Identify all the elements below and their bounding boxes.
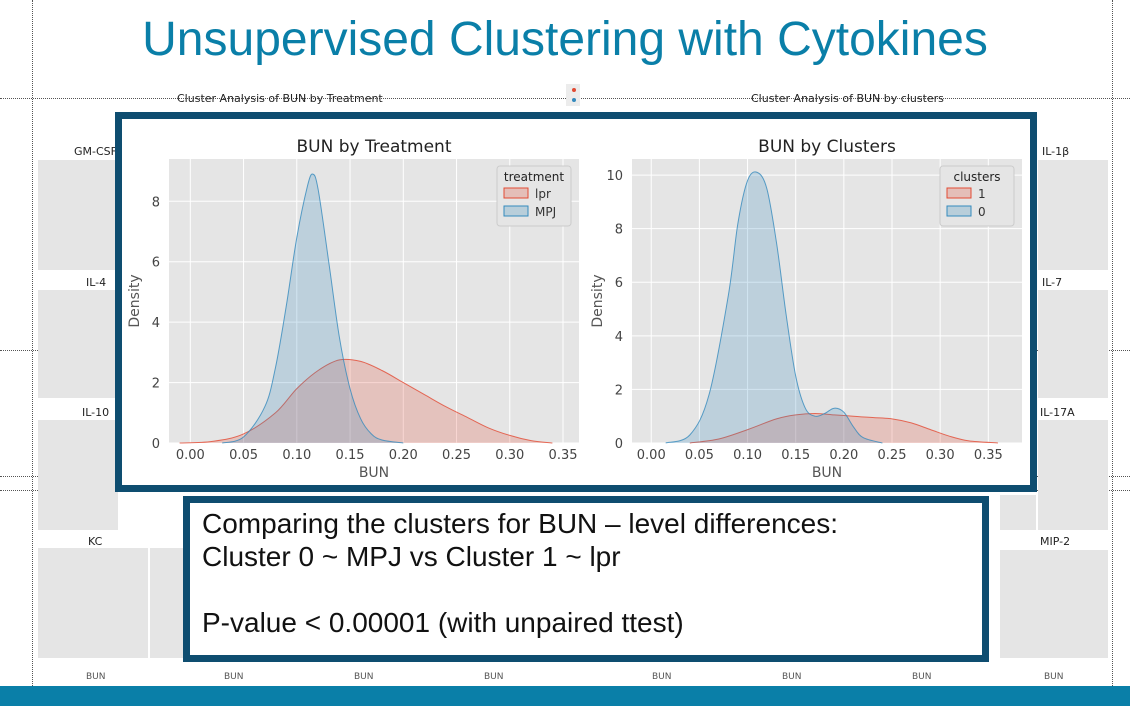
chart-1-x-tick-label: 0.10 bbox=[282, 448, 311, 463]
chart-2-x-tick-label: 0.05 bbox=[685, 448, 714, 463]
bg-panel-label: GM-CSF bbox=[74, 145, 117, 158]
findings-line: P-value < 0.00001 (with unpaired ttest) bbox=[202, 607, 684, 638]
chart-2-title: BUN by Clusters bbox=[758, 137, 896, 157]
chart-1-y-tick-label: 6 bbox=[152, 256, 160, 271]
chart-1-density-line-mpj bbox=[222, 173, 404, 444]
bg-panel-label: IL-17A bbox=[1040, 406, 1075, 419]
chart-2-y-tick-label: 6 bbox=[615, 276, 623, 291]
bg-panel-left-of-il-17a bbox=[1000, 495, 1036, 530]
chart-2-y-tick-label: 0 bbox=[615, 437, 623, 452]
chart-2-y-tick-label: 4 bbox=[615, 330, 623, 345]
bg-xlabel: BUN bbox=[354, 672, 374, 682]
bg-legend-dots bbox=[566, 84, 580, 106]
bg-xlabel: BUN bbox=[1044, 672, 1064, 682]
chart-2-legend-swatch-1 bbox=[946, 187, 972, 199]
chart-2-x-tick-label: 0.10 bbox=[733, 448, 762, 463]
chart-1-x-tick-label: 0.00 bbox=[176, 448, 205, 463]
slide-title: Unsupervised Clustering with Cytokines bbox=[142, 13, 988, 66]
findings-line: Cluster 0 ~ MPJ vs Cluster 1 ~ lpr bbox=[202, 541, 621, 572]
chart-2-y-tick-label: 10 bbox=[606, 169, 623, 184]
chart-1-legend-title: treatment bbox=[504, 170, 564, 184]
chart-2-x-tick-label: 0.20 bbox=[829, 448, 858, 463]
chart-2-y-tick-label: 8 bbox=[615, 223, 623, 238]
chart-2-density-line-0 bbox=[665, 171, 883, 444]
chart-2-density-area-0 bbox=[665, 171, 883, 443]
bg-xlabel: BUN bbox=[484, 672, 504, 682]
chart-1-density-line-lpr bbox=[179, 358, 553, 444]
chart-1-x-tick-label: 0.25 bbox=[442, 448, 471, 463]
chart-2-density-area-1 bbox=[689, 413, 998, 443]
chart-2-legend-title: clusters bbox=[953, 170, 1000, 184]
chart-2-density-line-1 bbox=[689, 412, 998, 444]
chart-2-x-tick-label: 0.35 bbox=[974, 448, 1003, 463]
bg-xlabel: BUN bbox=[652, 672, 672, 682]
bg-panel-il-10 bbox=[38, 420, 118, 530]
findings-line bbox=[202, 573, 970, 606]
chart-1-legend-label-lpr: lpr bbox=[535, 187, 551, 201]
bg-xlabel: BUN bbox=[912, 672, 932, 682]
chart-1-density-area-lpr bbox=[179, 359, 553, 443]
chart-2-legend bbox=[939, 165, 1015, 227]
guide-line bbox=[0, 98, 1130, 99]
findings-text-box: Comparing the clusters for BUN – level d… bbox=[183, 496, 989, 662]
chart-1-y-tick-label: 4 bbox=[152, 316, 160, 331]
chart-1-x-tick-label: 0.30 bbox=[495, 448, 524, 463]
bg-xlabel: BUN bbox=[224, 672, 244, 682]
chart-1-legend-label-mpj: MPJ bbox=[535, 205, 556, 219]
chart-2-y-tick-label: 2 bbox=[615, 383, 623, 398]
bg-panel-label: MIP-2 bbox=[1040, 535, 1071, 548]
chart-2-x-tick-label: 0.25 bbox=[878, 448, 907, 463]
density-charts: 0.00 0.05 0.10 0.15 0.20 0.25 0.30 0.35 0 2 4 6 8 BUN… bbox=[127, 137, 1022, 481]
bg-panel-il-1b bbox=[1038, 160, 1108, 270]
bg-panel-il-4 bbox=[38, 290, 118, 398]
chart-1-x-tick-label: 0.15 bbox=[336, 448, 365, 463]
chart-1-y-tick-label: 2 bbox=[152, 377, 160, 392]
bg-panel-il-7 bbox=[1038, 290, 1108, 398]
charts-frame: 0.00 0.05 0.10 0.15 0.20 0.25 0.30 0.35 0 2 4 6 8 BUN… bbox=[115, 112, 1037, 492]
bg-panel-label: IL-7 bbox=[1042, 276, 1063, 289]
bg-panel-mip-2 bbox=[1000, 550, 1108, 658]
chart-2-legend-swatch-0 bbox=[946, 205, 972, 217]
chart-1-legend-swatch-mpj bbox=[503, 205, 529, 217]
chart-2-x-tick-label: 0.00 bbox=[637, 448, 666, 463]
chart-1-title: BUN by Treatment bbox=[297, 137, 452, 157]
guide-line bbox=[32, 0, 33, 686]
bg-panel-label: IL-10 bbox=[82, 406, 110, 419]
findings-line: Comparing the clusters for BUN – level d… bbox=[202, 508, 838, 539]
chart-1-legend bbox=[496, 165, 572, 227]
bg-panel-label: IL-4 bbox=[86, 276, 107, 289]
chart-1-legend-swatch-lpr bbox=[503, 187, 529, 199]
bg-xlabel: BUN bbox=[86, 672, 106, 682]
bg-panel-kc bbox=[38, 548, 148, 658]
chart-2-y-axis-label: Density bbox=[590, 274, 606, 327]
bg-xlabel: BUN bbox=[782, 672, 802, 682]
bottom-accent-bar bbox=[0, 686, 1130, 706]
chart-1-x-tick-label: 0.35 bbox=[549, 448, 578, 463]
chart-1-y-tick-label: 0 bbox=[152, 437, 160, 452]
chart-1-y-axis-label: Density bbox=[127, 274, 143, 327]
chart-2-legend-label-1: 1 bbox=[978, 187, 986, 201]
chart-2-x-tick-label: 0.30 bbox=[926, 448, 955, 463]
bg-panel-label: IL-1β bbox=[1042, 145, 1070, 158]
chart-1-x-tick-label: 0.20 bbox=[389, 448, 418, 463]
chart-2-x-axis-label: BUN bbox=[812, 465, 842, 481]
chart-1-x-tick-label: 0.05 bbox=[229, 448, 258, 463]
bg-panel-gm-csf bbox=[38, 160, 118, 270]
chart-1-y-tick-label: 8 bbox=[152, 195, 160, 210]
bg-chart-title-treatment: Cluster Analysis of BUN by Treatment bbox=[177, 92, 383, 105]
bg-panel-label: KC bbox=[88, 535, 103, 548]
chart-1-density-area-mpj bbox=[222, 174, 404, 443]
guide-line bbox=[1112, 0, 1113, 686]
chart-1-x-axis-label: BUN bbox=[359, 465, 389, 481]
chart-2-legend-label-0: 0 bbox=[978, 205, 986, 219]
bg-panel-il-17a bbox=[1038, 420, 1108, 530]
chart-2-x-tick-label: 0.15 bbox=[781, 448, 810, 463]
bg-chart-title-clusters: Cluster Analysis of BUN by clusters bbox=[751, 92, 944, 105]
